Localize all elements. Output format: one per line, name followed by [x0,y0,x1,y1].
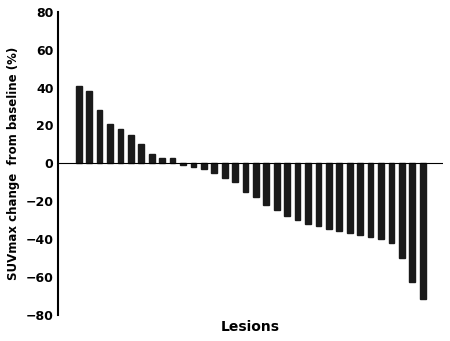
Bar [222,163,228,178]
Bar [315,163,321,226]
Bar [97,110,103,163]
Bar [170,158,176,163]
Bar [139,144,144,163]
Bar [295,163,301,220]
Bar [264,163,269,205]
Bar [388,163,394,243]
Bar [159,158,165,163]
Bar [76,86,81,163]
Bar [284,163,290,216]
Y-axis label: SUVmax change  from baseline (%): SUVmax change from baseline (%) [7,47,20,280]
Bar [149,154,154,163]
Bar [410,163,415,282]
Bar [232,163,238,182]
Bar [201,163,207,169]
Bar [190,163,196,167]
Bar [180,163,186,165]
Bar [212,163,217,173]
Bar [378,163,384,239]
Bar [117,129,123,163]
Bar [399,163,405,258]
Bar [357,163,363,235]
Bar [420,163,426,299]
Bar [305,163,311,224]
Bar [253,163,259,197]
Bar [368,163,374,237]
Bar [86,91,92,163]
Bar [243,163,248,192]
Bar [326,163,332,229]
Bar [337,163,342,231]
Bar [347,163,353,233]
Bar [128,135,134,163]
Bar [107,123,113,163]
Bar [274,163,279,210]
X-axis label: Lesions: Lesions [221,320,280,334]
